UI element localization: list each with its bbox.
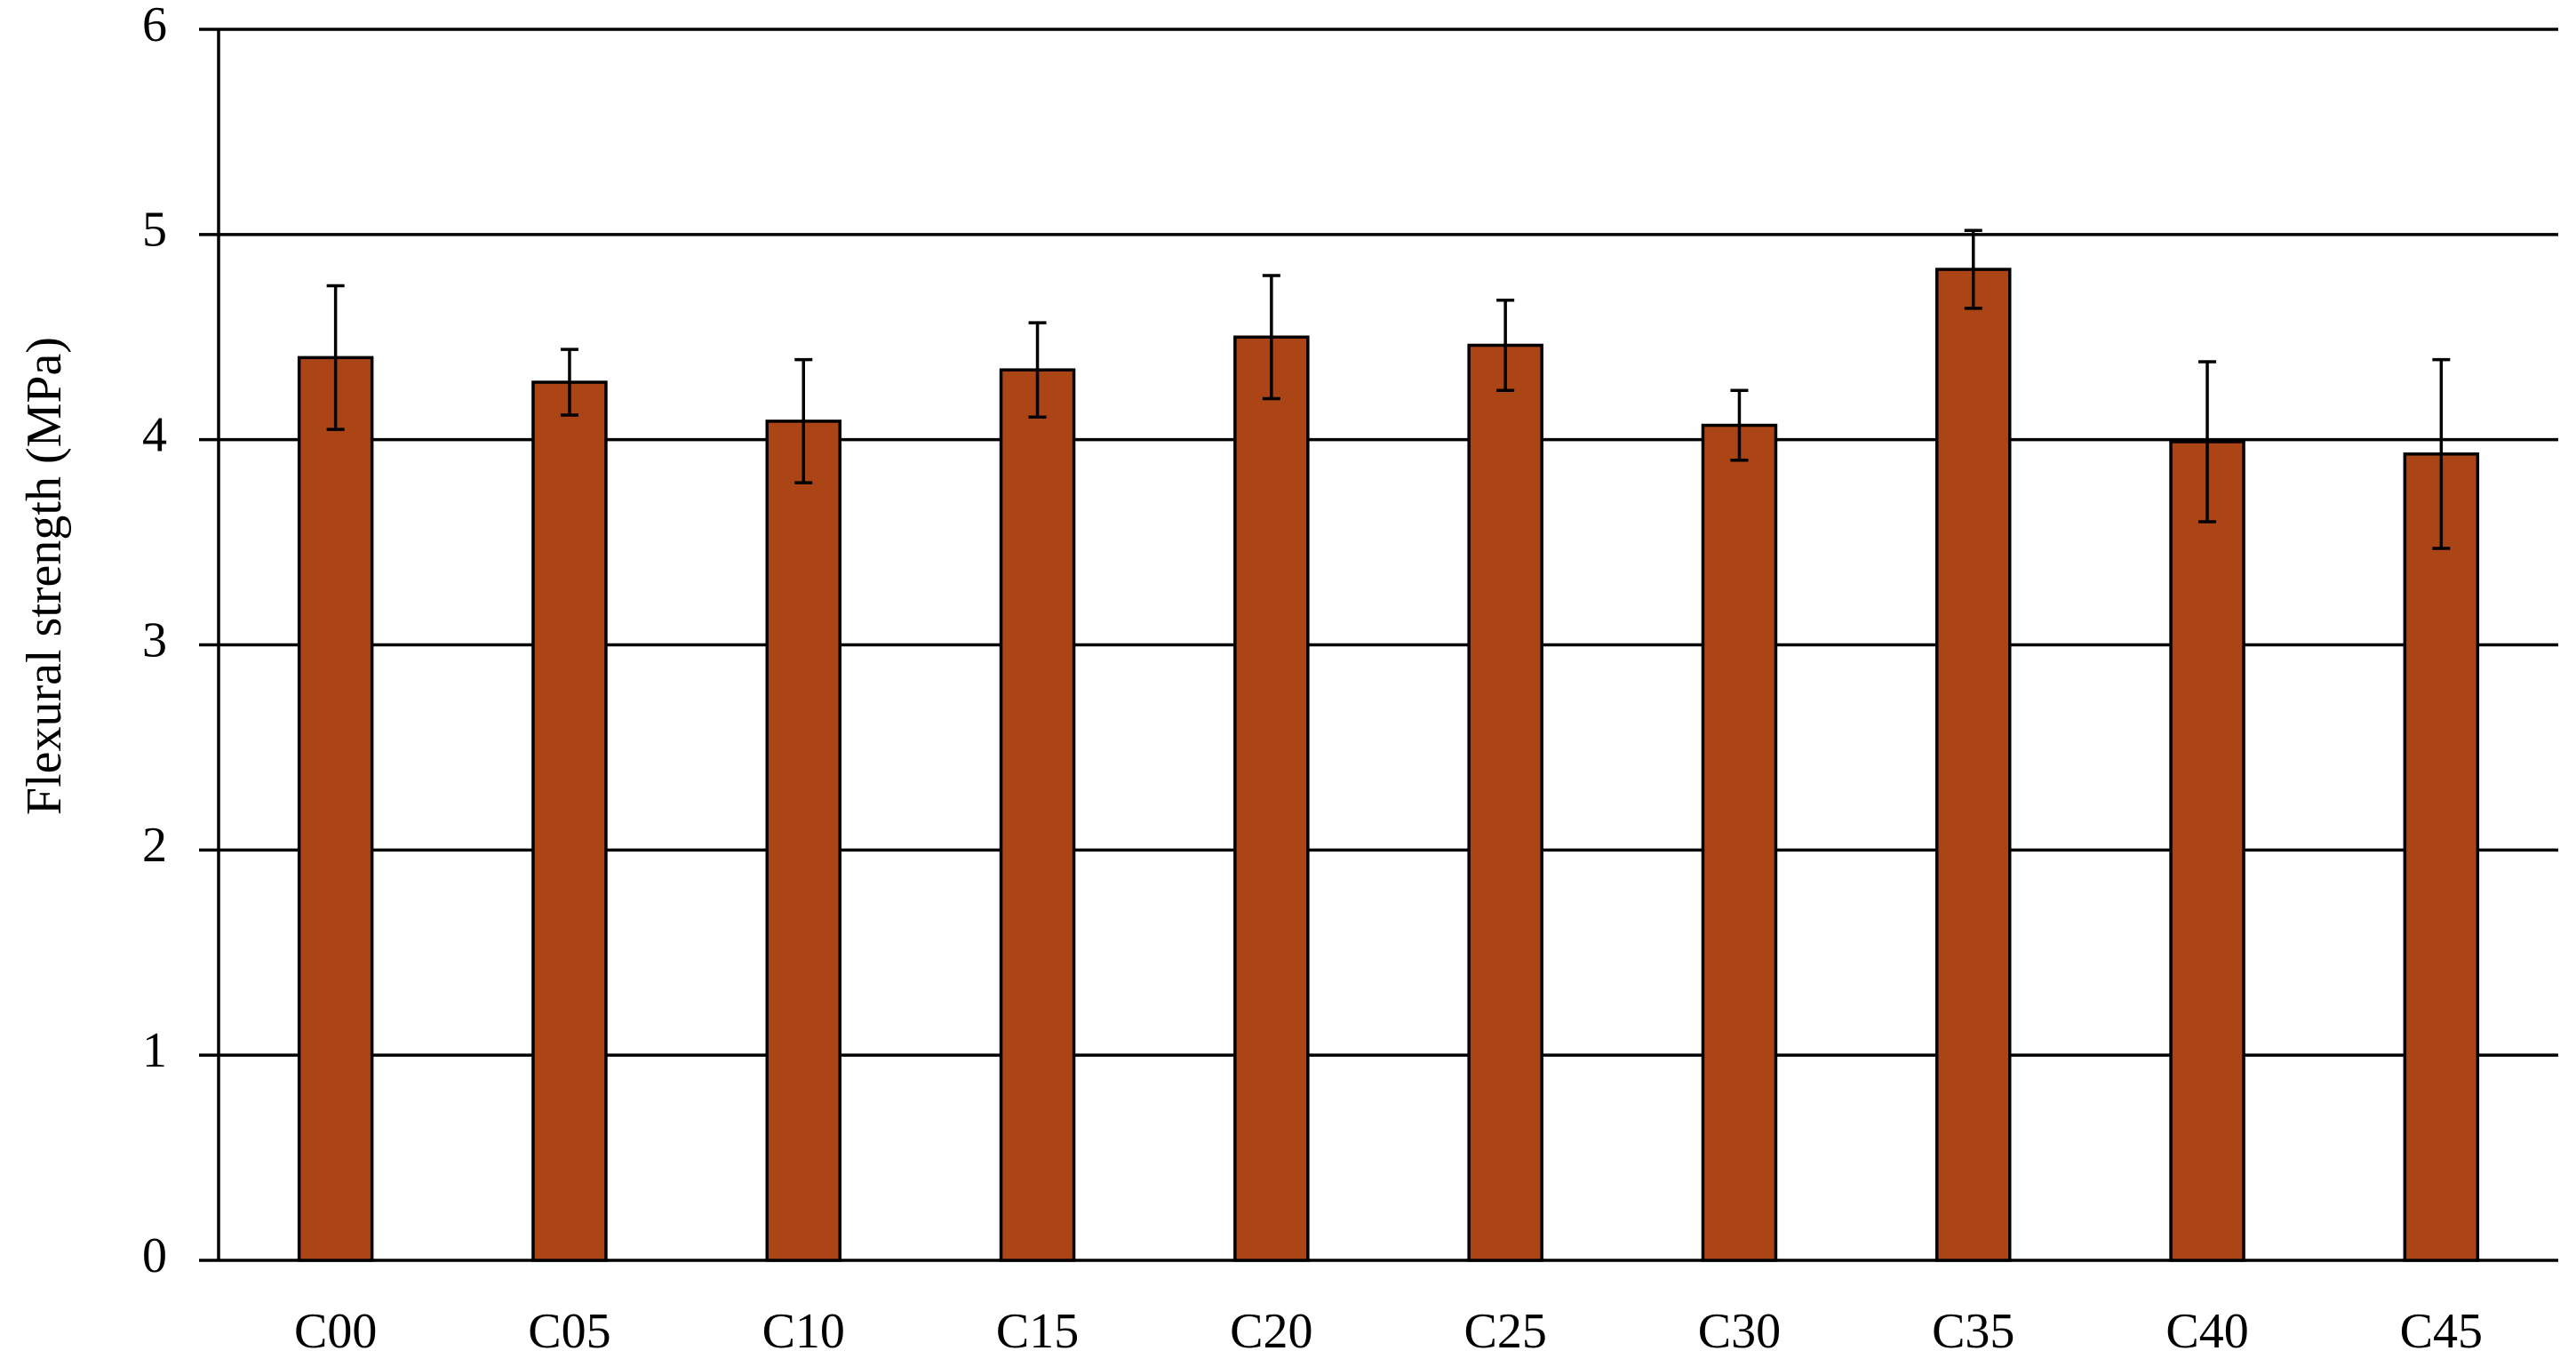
x-tick-label: C25 [1463,1304,1546,1359]
bar [2403,452,2480,1262]
error-bar [2432,357,2451,550]
bar [2169,440,2245,1262]
y-tick-label: 3 [142,612,167,668]
error-bar [560,348,578,417]
bar [1935,268,2012,1262]
y-tick-label: 2 [142,818,167,873]
bar [297,356,374,1262]
bar [999,368,1076,1262]
bar [1233,335,1310,1262]
error-bar [1496,298,1515,393]
y-tick-label: 1 [142,1023,167,1078]
error-bar [1028,321,1047,420]
y-tick-label: 4 [142,408,167,463]
bar [1467,343,1543,1262]
x-tick-label: C45 [2400,1304,2483,1359]
y-axis-label: Flexural strength (MPa) [17,337,72,815]
y-tick-label: 5 [142,203,167,258]
x-tick-label: C20 [1230,1304,1312,1359]
error-bar [1730,388,1749,462]
error-bar [2198,360,2217,524]
x-tick-label: C30 [1698,1304,1781,1359]
x-tick-label: C05 [528,1304,610,1359]
x-tick-label: C00 [294,1304,377,1359]
y-tick-label: 0 [142,1228,167,1283]
error-bar [1964,228,1982,310]
x-tick-label: C10 [762,1304,845,1359]
x-tick-label: C40 [2165,1304,2248,1359]
bar [765,420,841,1262]
x-tick-label: C15 [996,1304,1079,1359]
error-bar [326,284,345,431]
bar [1701,423,1778,1262]
y-tick-label: 6 [142,0,167,52]
bar [531,380,608,1262]
error-bar [794,357,813,484]
error-bar [1262,274,1280,401]
x-tick-label: C35 [1932,1304,2014,1359]
